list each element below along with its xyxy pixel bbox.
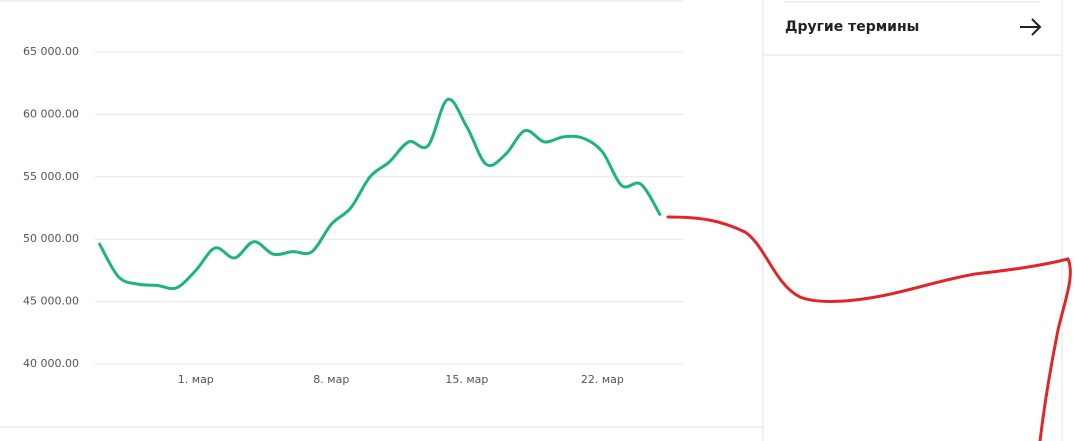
y-tick-label: 60 000.00 (23, 107, 79, 120)
x-tick-label: 1. мар (178, 373, 214, 386)
y-tick-label: 40 000.00 (23, 357, 79, 370)
y-tick-label: 65 000.00 (23, 45, 79, 58)
arrow-icon[interactable] (1020, 18, 1042, 36)
plot: 40 000.00 45 000.00 50 000.00 55 000.00 60 0… (23, 45, 683, 386)
y-tick-label: 50 000.00 (23, 232, 79, 245)
line-series (97, 97, 662, 291)
y-tick-label: 45 000.00 (23, 295, 79, 308)
x-tick-label: 8. мар (313, 373, 349, 386)
panel-title[interactable]: Другие термины (785, 19, 919, 35)
hand-drawn-annotation (666, 215, 1072, 441)
x-tick-label: 15. мар (445, 373, 488, 386)
x-tick-label: 22. мар (581, 373, 624, 386)
y-tick-label: 55 000.00 (23, 170, 79, 183)
